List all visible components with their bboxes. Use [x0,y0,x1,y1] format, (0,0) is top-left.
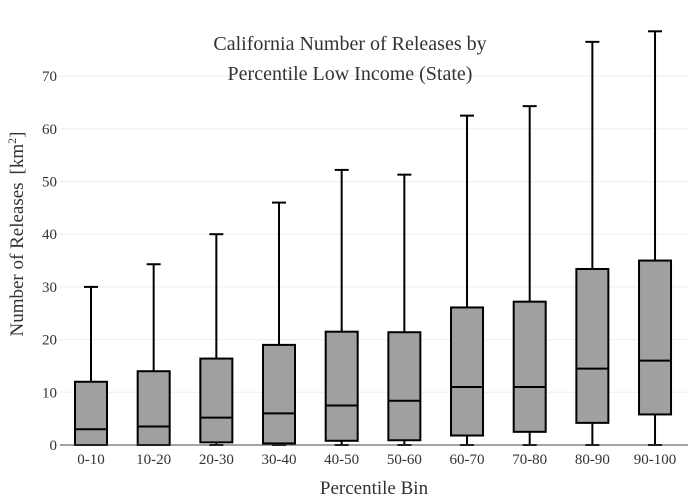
gridlines [60,75,688,393]
y-tick-label: 60 [42,122,57,138]
y-tick-label: 10 [42,385,57,401]
x-tick-label: 20-30 [199,452,234,468]
y-axis-label-unit-superscript: 2 [5,138,19,144]
box-20-30 [199,233,234,446]
box-80-90 [575,40,610,446]
x-tick-label: 0-10 [77,452,105,468]
x-tick-label: 30-40 [262,452,297,468]
iqr-box [262,343,297,445]
x-tick-label: 60-70 [450,452,485,468]
y-axis-label-text: Number of Releases [7,182,28,336]
x-tick-label: 40-50 [324,452,359,468]
chart-title-line-1: California Number of Releases by [213,33,486,55]
x-tick-labels: 0-10 10-20 20-30 30-40 40-50 50-60 60-70 70-80 8… [77,452,676,468]
iqr-box [199,357,234,444]
iqr-box [450,306,485,437]
iqr-box [324,330,359,442]
box-90-100 [638,30,673,446]
y-axis-label-unit-close: ] [7,132,28,138]
box-70-80 [512,105,547,446]
iqr-box [387,331,422,442]
box-50-60 [387,173,422,446]
y-tick-label: 30 [42,280,57,296]
x-tick-label: 70-80 [512,452,547,468]
y-tick-label: 0 [50,438,58,454]
x-axis-label: Percentile Bin [320,478,429,499]
y-tick-label: 20 [42,333,57,349]
chart-title-line-2: Percentile Low Income (State) [228,63,473,85]
y-axis-label: Number of Releases [km2] [5,132,28,337]
y-tick-labels: 0 10 20 30 40 50 60 70 [42,69,57,454]
box-10-20 [136,263,171,446]
box-60-70 [450,114,485,446]
box-0-10 [74,285,108,447]
y-tick-label: 70 [42,69,57,85]
iqr-box [136,370,171,446]
iqr-box [512,300,547,433]
y-tick-label: 50 [42,175,57,191]
boxes [74,30,673,447]
x-tick-label: 50-60 [387,452,422,468]
x-tick-label: 80-90 [575,452,610,468]
x-tick-label: 10-20 [136,452,171,468]
box-40-50 [324,168,359,446]
y-axis-label-unit: [km [7,144,28,175]
iqr-box [638,259,673,416]
box-30-40 [262,201,297,446]
y-tick-label: 40 [42,227,57,243]
iqr-box [74,380,108,447]
x-tick-label: 90-100 [634,452,677,468]
iqr-box [575,267,610,424]
